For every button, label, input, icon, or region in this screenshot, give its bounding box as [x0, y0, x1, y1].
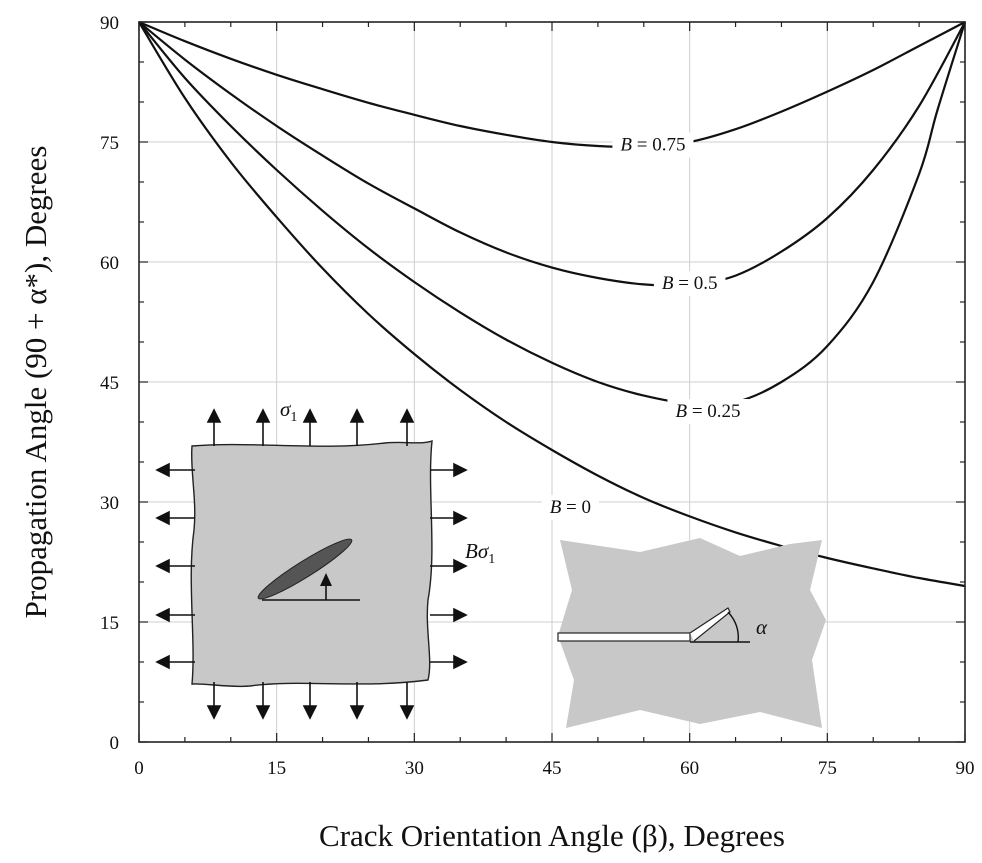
load-arrow-head — [302, 705, 318, 720]
load-arrow-head — [453, 510, 468, 526]
series-line-3 — [138, 20, 966, 149]
load-arrow-head — [453, 462, 468, 478]
x-tick-label: 0 — [134, 758, 144, 779]
load-arrow-head — [255, 408, 271, 423]
x-tick-label: 75 — [818, 758, 837, 779]
load-arrow-head — [255, 705, 271, 720]
load-arrow-head — [399, 408, 415, 423]
x-tick-label: 15 — [267, 758, 286, 779]
x-tick-label: 30 — [405, 758, 424, 779]
curve-label-bg — [612, 132, 694, 158]
load-arrow-head — [206, 408, 222, 423]
y-tick-label: 60 — [100, 253, 119, 274]
b-sigma1-label: Bσ1 — [465, 539, 495, 567]
load-arrow-head — [155, 462, 170, 478]
y-tick-label: 45 — [100, 373, 119, 394]
x-tick-label: 90 — [956, 758, 975, 779]
y-tick-label: 90 — [100, 13, 119, 34]
load-arrow-head — [206, 705, 222, 720]
y-tick-label: 0 — [110, 733, 120, 754]
y-tick-label: 30 — [100, 493, 119, 514]
load-arrow-head — [302, 408, 318, 423]
load-arrow-head — [399, 705, 415, 720]
crack-slit — [557, 632, 691, 642]
crack-propagation-inset: α — [557, 538, 826, 728]
alpha-label: α — [756, 615, 768, 639]
sigma1-label: σ1 — [280, 397, 297, 425]
curves — [138, 20, 967, 588]
load-arrow-head — [349, 408, 365, 423]
kinked-crack — [689, 607, 731, 642]
load-arrow-head — [453, 654, 468, 670]
curve-labels: B = 0 B = 0.25 B = 0.5 B = 0.75 — [541, 132, 749, 520]
crack-angle-arrowhead — [320, 573, 332, 586]
load-arrow-head — [453, 607, 468, 623]
y-tick-label: 15 — [100, 613, 119, 634]
load-arrow-head — [155, 654, 170, 670]
biaxial-load-inset: σ1 Bσ1 — [155, 397, 495, 720]
kink-angle-arc — [727, 611, 739, 643]
y-axis-title: Propagation Angle (90 + α*), Degrees — [18, 146, 53, 619]
curve-label: B = 0.25 — [675, 401, 740, 422]
plot-frame — [138, 21, 966, 743]
load-arrow-head — [155, 510, 170, 526]
curve-label: B = 0.5 — [662, 273, 718, 294]
curve-label-bg — [667, 399, 749, 424]
curve-label: B = 0 — [550, 497, 591, 518]
load-arrows — [155, 408, 468, 720]
load-arrow-head — [453, 558, 468, 574]
y-tick-label: 75 — [100, 133, 119, 154]
load-arrow-head — [349, 705, 365, 720]
crack-ellipse — [257, 538, 353, 600]
ticks: 0 15 30 45 60 75 90 0 15 30 45 60 75 90 — [100, 13, 975, 779]
x-tick-label: 45 — [543, 758, 562, 779]
x-axis-title: Crack Orientation Angle (β), Degrees — [319, 818, 785, 853]
load-arrow-head — [155, 607, 170, 623]
curve-label-bg — [653, 271, 726, 296]
curve-label-bg — [541, 495, 600, 520]
series-line-0 — [138, 21, 966, 588]
x-tick-label: 60 — [680, 758, 699, 779]
curve-label: B = 0.75 — [620, 135, 685, 156]
series-line-1 — [138, 21, 967, 406]
load-arrow-head — [155, 558, 170, 574]
series-line-2 — [138, 21, 966, 288]
